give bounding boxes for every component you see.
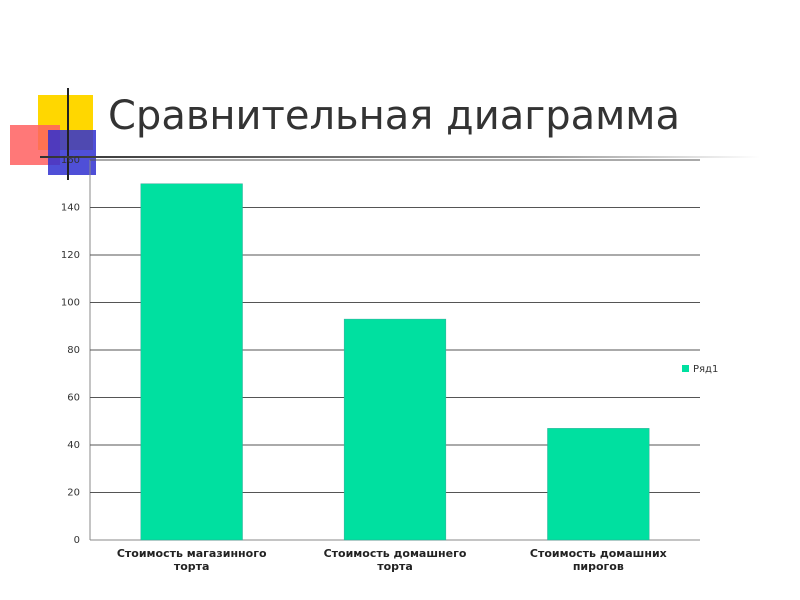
legend-swatch: [682, 365, 689, 372]
x-tick-label: Стоимость домашнего торта: [323, 547, 467, 573]
y-tick-label: 20: [67, 488, 80, 499]
y-tick-label: 0: [74, 535, 80, 546]
bar: [547, 428, 650, 541]
chart-title: Сравнительная диаграмма: [108, 93, 680, 139]
deco-square: [48, 130, 96, 175]
legend-label: Ряд1: [693, 364, 718, 375]
y-tick-label: 60: [67, 393, 80, 404]
y-tick-label: 120: [61, 250, 80, 261]
y-tick-label: 140: [61, 203, 80, 214]
y-tick-label: 80: [67, 345, 80, 356]
y-tick-label: 160: [61, 155, 80, 166]
bar: [343, 318, 447, 541]
title-rule: [40, 156, 760, 158]
bar: [140, 183, 243, 541]
x-tick-label: Стоимость домашних пирогов: [529, 547, 667, 573]
y-tick-label: 40: [67, 440, 80, 451]
y-tick-label: 100: [61, 298, 80, 309]
x-tick-label: Стоимость магазинного торта: [116, 547, 267, 573]
